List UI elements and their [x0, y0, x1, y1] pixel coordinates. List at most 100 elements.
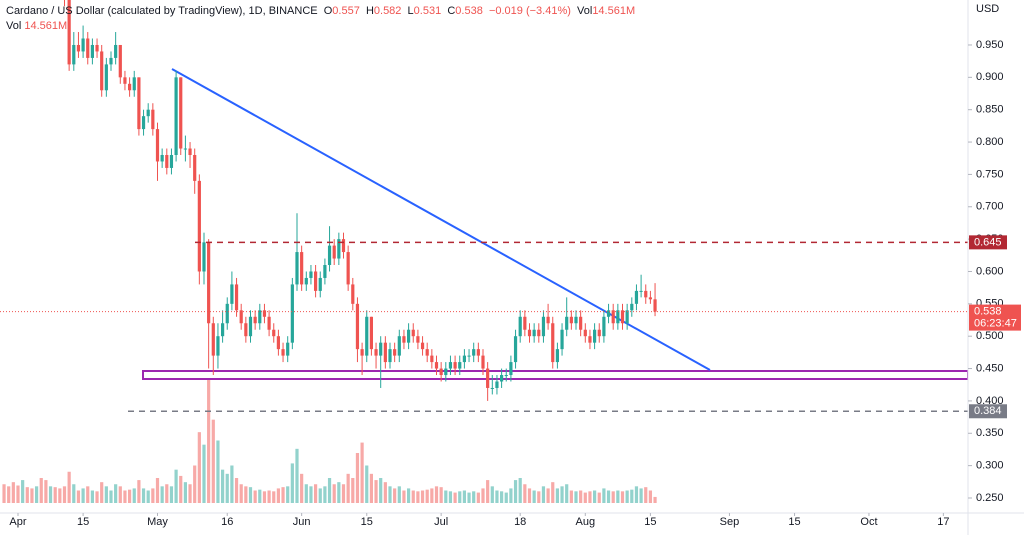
volume-bar — [509, 488, 513, 503]
volume-bar — [58, 488, 62, 503]
volume-bar — [593, 490, 597, 503]
volume-bar — [207, 378, 211, 503]
volume-bar — [132, 488, 136, 503]
last-price-box — [969, 304, 1021, 331]
volume-bar — [30, 488, 34, 503]
trend-line — [171, 68, 711, 371]
price-label-box — [969, 235, 1007, 250]
candle-body — [86, 38, 90, 58]
candle-body — [513, 336, 518, 363]
candle-body — [211, 323, 215, 356]
candle-body — [234, 284, 239, 311]
ohlc-letter: O — [323, 5, 333, 17]
volume-bar — [383, 482, 387, 503]
candle-body — [388, 349, 392, 363]
candle-body — [383, 342, 387, 363]
volume-bar — [430, 488, 434, 503]
candle-body — [281, 349, 285, 356]
volume-bar — [267, 490, 271, 503]
candle-body — [597, 329, 601, 337]
candle-body — [551, 323, 555, 363]
volume-bar — [211, 419, 215, 503]
volume-bar — [402, 490, 406, 503]
candle-body — [67, 0, 71, 65]
x-tick-label: Aug — [576, 516, 596, 528]
volume-bar — [425, 489, 429, 503]
volume-bar — [137, 480, 141, 503]
last-price-label: 0.538 — [974, 306, 1002, 318]
candle-body — [458, 362, 462, 369]
volume-bar — [114, 484, 118, 503]
x-tick-label: 18 — [514, 516, 526, 528]
volume-bar — [365, 465, 369, 503]
volume-bar — [397, 486, 401, 503]
x-tick-label: Sep — [720, 516, 740, 528]
candle-body — [625, 310, 629, 324]
volume-bar — [472, 491, 476, 503]
volume-bar — [72, 484, 76, 503]
candle-body — [272, 329, 276, 337]
volume-bar — [155, 478, 160, 503]
x-tick-label: Apr — [9, 516, 26, 528]
volume-bar — [416, 491, 420, 503]
volume-bar — [579, 490, 583, 503]
volume-bar — [127, 489, 132, 503]
candle-body — [472, 349, 476, 356]
volume-bar — [90, 490, 94, 503]
volume-bar — [25, 487, 29, 503]
volume-bar — [379, 478, 383, 503]
candle-body — [630, 303, 634, 311]
volume-bar — [388, 486, 392, 503]
volume-bar — [513, 480, 518, 503]
volume-bar — [411, 490, 415, 503]
x-tick-label: 15 — [788, 516, 800, 528]
volume-bar — [360, 442, 364, 503]
candle-body — [90, 44, 94, 58]
volume-bar — [304, 484, 308, 503]
volume-bar — [272, 491, 276, 503]
volume-bar — [467, 492, 471, 503]
candle-body — [523, 316, 527, 330]
candle-body — [541, 316, 546, 337]
candle-body — [253, 316, 257, 324]
candle-body — [579, 316, 583, 330]
volume-bar — [523, 484, 527, 503]
volume-bar — [16, 485, 20, 503]
volume-bar — [355, 453, 360, 503]
volume: 14.561M — [24, 20, 68, 32]
volume-row: Vol 14.561M — [6, 19, 635, 34]
volume-bar — [504, 492, 508, 503]
volume-bar — [616, 490, 620, 503]
volume-bar — [551, 482, 555, 503]
candle-body — [337, 239, 341, 259]
volume-bar — [406, 488, 411, 503]
volume-bar — [188, 484, 192, 503]
candle-body — [155, 129, 160, 162]
volume-bar — [248, 487, 253, 503]
volume-bar — [76, 490, 81, 503]
volume-bar — [318, 488, 322, 503]
candle-body — [346, 252, 350, 285]
candle-body — [481, 355, 485, 369]
volume-bar — [160, 486, 164, 503]
candle-body — [197, 180, 201, 272]
volume-bar — [81, 488, 85, 503]
volume-bar — [500, 491, 504, 503]
volume-bar — [95, 491, 99, 503]
volume-bar — [244, 486, 248, 503]
volume-bar — [309, 486, 313, 503]
candle-body — [611, 310, 615, 324]
candle-body — [490, 387, 494, 389]
candle-body — [123, 77, 127, 84]
volume-bar — [118, 486, 122, 503]
support-zone — [142, 370, 968, 380]
volume-bar — [393, 488, 397, 503]
candle-body — [416, 336, 420, 343]
volume-bar — [258, 489, 262, 503]
candle-body — [230, 284, 234, 304]
volume-bar — [290, 463, 294, 503]
candle-body — [332, 245, 336, 259]
candle-body — [351, 284, 355, 304]
volume-bar — [369, 473, 373, 503]
